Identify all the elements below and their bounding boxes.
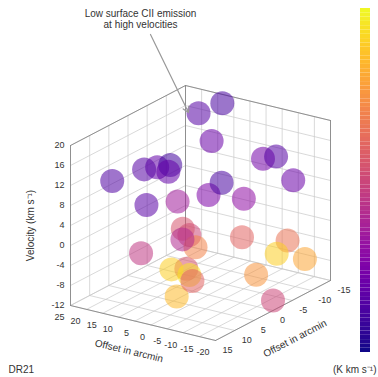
svg-text:12: 12 <box>54 180 64 190</box>
svg-text:10: 10 <box>103 324 113 334</box>
svg-text:Offset in arcmin: Offset in arcmin <box>94 337 164 364</box>
svg-text:-12: -12 <box>51 300 64 310</box>
svg-text:20: 20 <box>71 316 81 326</box>
svg-text:-10: -10 <box>318 295 331 305</box>
svg-text:0: 0 <box>140 332 145 342</box>
svg-text:16: 16 <box>54 160 64 170</box>
svg-text:4: 4 <box>59 220 64 230</box>
svg-text:Velocity (km s⁻¹): Velocity (km s⁻¹) <box>25 190 36 261</box>
svg-text:(K km s⁻¹): (K km s⁻¹) <box>333 364 377 375</box>
svg-text:8: 8 <box>59 200 64 210</box>
svg-text:DR21: DR21 <box>9 364 35 375</box>
svg-text:20: 20 <box>54 140 64 150</box>
svg-text:5: 5 <box>124 328 129 338</box>
svg-text:-20: -20 <box>196 347 209 357</box>
svg-text:5: 5 <box>261 325 266 335</box>
svg-text:15: 15 <box>87 320 97 330</box>
svg-text:-15: -15 <box>180 343 193 353</box>
svg-text:-15: -15 <box>338 285 351 295</box>
svg-text:10: 10 <box>242 335 252 345</box>
svg-text:0: 0 <box>280 315 285 325</box>
svg-text:25: 25 <box>54 312 64 322</box>
svg-text:-5: -5 <box>153 336 161 346</box>
svg-text:Offset in arcmin: Offset in arcmin <box>261 317 328 359</box>
svg-text:-5: -5 <box>299 305 307 315</box>
svg-text:-4: -4 <box>56 260 64 270</box>
svg-text:0: 0 <box>59 240 64 250</box>
svg-text:Low surface CII emissionat hig: Low surface CII emissionat high velociti… <box>85 8 197 30</box>
svg-text:15: 15 <box>223 345 233 355</box>
svg-text:-10: -10 <box>164 340 177 350</box>
svg-text:-8: -8 <box>56 280 64 290</box>
